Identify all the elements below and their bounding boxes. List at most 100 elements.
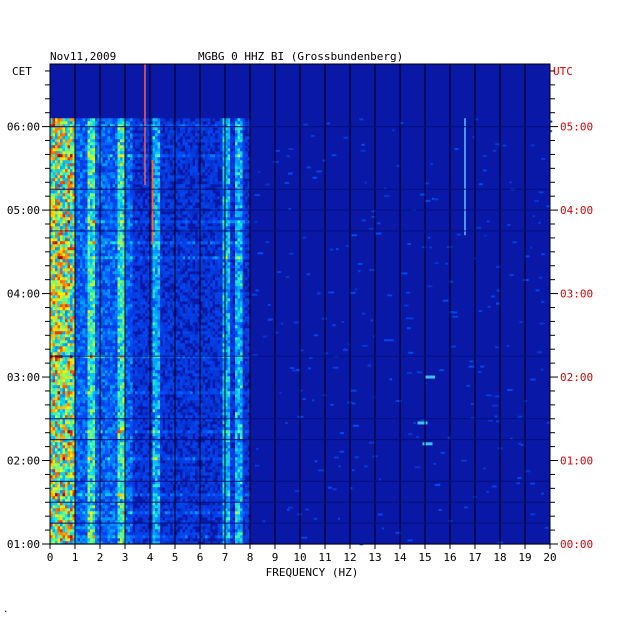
- spectrogram-cell: [82, 199, 86, 203]
- spectrogram-cell: [87, 322, 91, 326]
- spectrogram-cell: [197, 277, 201, 281]
- spectrogram-cell: [227, 133, 231, 137]
- spectrogram-cell: [212, 157, 216, 161]
- spectrogram-cell: [162, 334, 166, 338]
- spectrogram-cell: [222, 307, 226, 311]
- spectrogram-cell: [157, 181, 161, 185]
- spectrogram-cell: [107, 127, 111, 131]
- spectrogram-cell: [155, 262, 158, 266]
- spectrogram-cell: [157, 316, 161, 320]
- spectrogram-cell: [105, 190, 108, 194]
- spectrogram-cell: [62, 133, 66, 137]
- spectrogram-cell: [190, 133, 193, 137]
- spectrogram-cell: [245, 334, 248, 338]
- spectrogram-cell: [115, 304, 118, 308]
- spectrogram-cell: [62, 196, 66, 200]
- spectrogram-cell: [127, 217, 131, 221]
- spectrogram-cell: [57, 295, 61, 299]
- spectrogram-cell: [235, 154, 238, 158]
- spectrogram-cell: [175, 244, 178, 248]
- spectrogram-cell: [117, 136, 121, 140]
- spectrogram-cell: [92, 271, 96, 275]
- spectrogram-cell: [247, 223, 251, 227]
- spectrogram-cell: [70, 307, 73, 311]
- spectrogram-cell: [227, 205, 231, 209]
- spectrogram-cell: [160, 322, 163, 326]
- spectrogram-cell: [102, 244, 106, 248]
- spectrogram-cell: [200, 250, 203, 254]
- spectrogram-cell: [120, 283, 123, 287]
- spectrogram-cell: [65, 196, 68, 200]
- spectrogram-cell: [190, 196, 193, 200]
- spectrogram-cell: [102, 181, 106, 185]
- spectrogram-cell: [140, 334, 143, 338]
- spectrogram-cell: [145, 202, 148, 206]
- spectrogram-cell: [242, 217, 246, 221]
- spectrogram-cell: [125, 205, 128, 209]
- spectrogram-cell: [82, 286, 86, 290]
- spectrogram-cell: [225, 193, 228, 197]
- spectrogram-cell: [117, 214, 121, 218]
- spectrogram-cell: [187, 211, 191, 215]
- spectrogram-cell: [182, 304, 186, 308]
- spectrogram-cell: [205, 124, 208, 128]
- spectrogram-cell: [237, 220, 241, 224]
- spectrogram-cell: [235, 205, 238, 209]
- spectrogram-cell: [147, 166, 151, 170]
- spectrogram-cell: [80, 205, 83, 209]
- spectrogram-cell: [170, 166, 173, 170]
- spectrogram-cell: [87, 181, 91, 185]
- spectrogram-cell: [115, 256, 118, 260]
- spectrogram-cell: [115, 277, 118, 281]
- spectrogram-cell: [157, 223, 161, 227]
- spectrogram-cell: [67, 235, 71, 239]
- spectrogram-cell: [152, 337, 156, 341]
- spectrogram-cell: [240, 232, 243, 236]
- spectrogram-cell: [67, 277, 71, 281]
- spectrogram-cell: [230, 328, 233, 332]
- spectrogram-cell: [147, 295, 151, 299]
- spectrogram-cell: [62, 205, 66, 209]
- spectrogram-cell: [205, 148, 208, 152]
- spectrogram-cell: [122, 190, 126, 194]
- spectrogram-cell: [232, 181, 236, 185]
- spectrogram-cell: [102, 118, 106, 122]
- spectrogram-cell: [155, 118, 158, 122]
- spectrogram-cell: [105, 250, 108, 254]
- spectrogram-cell: [130, 268, 133, 272]
- spectrogram-cell: [195, 310, 198, 314]
- spectrogram-cell: [132, 307, 136, 311]
- spectrogram-cell: [60, 163, 63, 167]
- spectrogram-cell: [117, 196, 121, 200]
- spectrogram-cell: [102, 304, 106, 308]
- spectrogram-cell: [125, 292, 128, 296]
- spectrogram-cell: [225, 166, 228, 170]
- spectrogram-cell: [112, 253, 116, 257]
- spectrogram-cell: [80, 286, 83, 290]
- spectrogram-cell: [90, 151, 93, 155]
- spectrogram-cell: [170, 118, 173, 122]
- spectrogram-cell: [147, 310, 151, 314]
- spectrogram-cell: [157, 286, 161, 290]
- spectrogram-cell: [245, 286, 248, 290]
- spectrogram-cell: [167, 235, 171, 239]
- spectrogram-cell: [150, 145, 153, 149]
- spectrogram-cell: [112, 319, 116, 323]
- spectrogram-cell: [175, 196, 178, 200]
- spectrogram-cell: [167, 301, 171, 305]
- spectrogram-cell: [75, 223, 78, 227]
- spectrogram-cell: [210, 301, 213, 305]
- spectrogram-cell: [115, 319, 118, 323]
- spectrogram-cell: [110, 313, 113, 317]
- spectrogram-cell: [180, 241, 183, 245]
- spectrogram-cell: [175, 169, 178, 173]
- spectrogram-cell: [100, 136, 103, 140]
- spectrogram-cell: [130, 274, 133, 278]
- spectrogram-cell: [170, 190, 173, 194]
- spectrogram-cell: [97, 253, 101, 257]
- spectrogram-cell: [102, 289, 106, 293]
- spectrogram-cell: [130, 130, 133, 134]
- spectrogram-cell: [70, 220, 73, 224]
- spectrogram-cell: [132, 235, 136, 239]
- spectrogram-cell: [82, 154, 86, 158]
